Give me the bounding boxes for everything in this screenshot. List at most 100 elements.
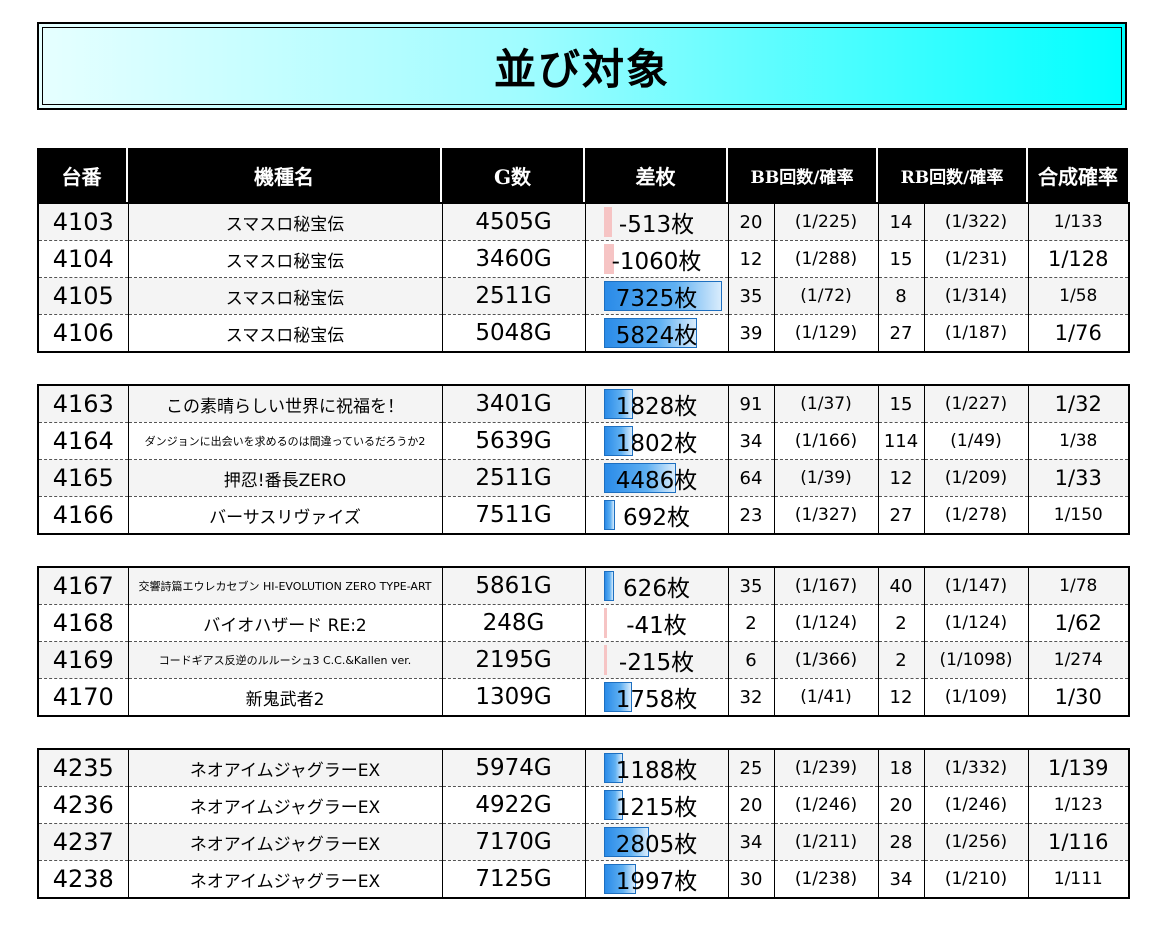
game-count: 7511G (441, 496, 585, 534)
game-count: 2195G (441, 641, 585, 679)
bb-rate: (1/238) (773, 860, 878, 898)
diff-value: 1188枚 (615, 758, 698, 784)
machine-number: 4237 (38, 823, 128, 861)
bb-count: 39 (727, 314, 774, 352)
combined-rate: 1/78 (1027, 567, 1129, 605)
diff-bar (603, 608, 607, 638)
combined-rate: 1/139 (1027, 749, 1129, 787)
diff-value: 5824枚 (615, 323, 698, 349)
machine-name: ダンジョンに出会いを求めるのは間違っているだろうか2 (127, 422, 442, 460)
table-row: 4170 新鬼武者2 1309G 1758枚 32 (1/41) 12 (1/109) 1/30 (38, 678, 1129, 716)
table-row: 4238 ネオアイムジャグラーEX 7125G 1997枚 30 (1/238) 34 (1/… (38, 860, 1129, 898)
diff-coins: 1758枚 (584, 678, 728, 716)
diff-value: 1997枚 (615, 869, 698, 895)
diff-value: 2805枚 (615, 832, 698, 858)
header-diff: 差枚 (583, 148, 727, 202)
game-count: 2511G (441, 459, 585, 497)
diff-bar (603, 571, 614, 601)
diff-bar (603, 207, 612, 237)
machine-number: 4164 (38, 422, 128, 460)
header-games: G数 (440, 148, 584, 202)
rb-rate: (1/246) (923, 786, 1028, 824)
machine-number: 4236 (38, 786, 128, 824)
game-count: 4922G (441, 786, 585, 824)
diff-bar (603, 682, 632, 712)
game-count: 3401G (441, 385, 585, 423)
machine-number: 4104 (38, 240, 128, 278)
diff-bar (603, 864, 636, 894)
diff-value: -215枚 (618, 650, 695, 676)
combined-rate: 1/38 (1027, 422, 1129, 460)
diff-value: 1802枚 (615, 431, 698, 457)
diff-value: -41枚 (626, 613, 687, 639)
bb-count: 64 (727, 459, 774, 497)
machine-name: スマスロ秘宝伝 (127, 240, 442, 278)
diff-coins: 5824枚 (584, 314, 728, 352)
table-row: 4164 ダンジョンに出会いを求めるのは間違っているだろうか2 5639G 1802枚… (38, 422, 1129, 460)
bb-count: 25 (727, 749, 774, 787)
bb-rate: (1/124) (773, 604, 878, 642)
machine-name: スマスロ秘宝伝 (127, 203, 442, 241)
diff-bar (603, 463, 676, 493)
rb-rate: (1/322) (923, 203, 1028, 241)
combined-rate: 1/33 (1027, 459, 1129, 497)
diff-value: 7325枚 (615, 286, 698, 312)
rb-rate: (1/332) (923, 749, 1028, 787)
rb-count: 27 (877, 314, 924, 352)
bb-rate: (1/129) (773, 314, 878, 352)
bb-count: 35 (727, 277, 774, 315)
machine-name: 交響詩篇エウレカセブン HI-EVOLUTION ZERO TYPE-ART (127, 567, 442, 605)
diff-bar (603, 281, 722, 311)
combined-rate: 1/274 (1027, 641, 1129, 679)
bb-count: 32 (727, 678, 774, 716)
rb-count: 18 (877, 749, 924, 787)
machine-number: 4165 (38, 459, 128, 497)
diff-bar (603, 827, 649, 857)
diff-bar (603, 318, 698, 348)
machine-name: 押忍!番長ZERO (127, 459, 442, 497)
combined-rate: 1/58 (1027, 277, 1129, 315)
rb-rate: (1/278) (923, 496, 1028, 534)
rb-rate: (1/256) (923, 823, 1028, 861)
diff-bar (603, 645, 607, 675)
combined-rate: 1/116 (1027, 823, 1129, 861)
game-count: 248G (441, 604, 585, 642)
machine-name: スマスロ秘宝伝 (127, 314, 442, 352)
machine-number: 4170 (52, 683, 114, 711)
rb-rate: (1/187) (923, 314, 1028, 352)
game-count: 5048G (441, 314, 585, 352)
diff-coins: 1188枚 (584, 749, 728, 787)
machine-number: 4167 (38, 567, 128, 605)
bb-rate: (1/239) (773, 749, 878, 787)
diff-bar (603, 389, 633, 419)
table-row: 4167 交響詩篇エウレカセブン HI-EVOLUTION ZERO TYPE-A… (38, 567, 1129, 605)
machine-name: この素晴らしい世界に祝福を！ (127, 385, 442, 423)
rb-count: 114 (877, 422, 924, 460)
bb-rate: (1/166) (773, 422, 878, 460)
diff-bar (603, 500, 615, 530)
rb-count: 12 (877, 459, 924, 497)
machine-number: 4235 (38, 749, 128, 787)
machine-group: 4167 交響詩篇エウレカセブン HI-EVOLUTION ZERO TYPE-A… (37, 566, 1130, 717)
diff-value: 4486枚 (615, 468, 698, 494)
diff-value: 1215枚 (615, 795, 698, 821)
diff-coins: -41枚 (584, 604, 728, 642)
bb-rate: (1/167) (773, 567, 878, 605)
diff-coins: 1802枚 (584, 422, 728, 460)
bb-rate: (1/72) (773, 277, 878, 315)
machine-name: バイオハザード RE:2 (127, 604, 442, 642)
rb-count: 2 (877, 641, 924, 679)
rb-count: 15 (877, 240, 924, 278)
rb-rate: (1/49) (923, 422, 1028, 460)
machine-name: コードギアス反逆のルルーシュ3 C.C.&Kallen ver. (127, 641, 442, 679)
bb-rate: (1/41) (773, 678, 878, 716)
diff-value: 1828枚 (615, 394, 698, 420)
game-count: 5974G (441, 749, 585, 787)
bb-rate: (1/246) (773, 786, 878, 824)
combined-rate: 1/150 (1027, 496, 1129, 534)
diff-coins: 626枚 (584, 567, 728, 605)
bb-rate: (1/366) (773, 641, 878, 679)
table-row: 4237 ネオアイムジャグラーEX 7170G 2805枚 34 (1/211) 28 (1/… (38, 823, 1129, 861)
rb-rate: (1/1098) (923, 641, 1028, 679)
rb-count: 15 (877, 385, 924, 423)
